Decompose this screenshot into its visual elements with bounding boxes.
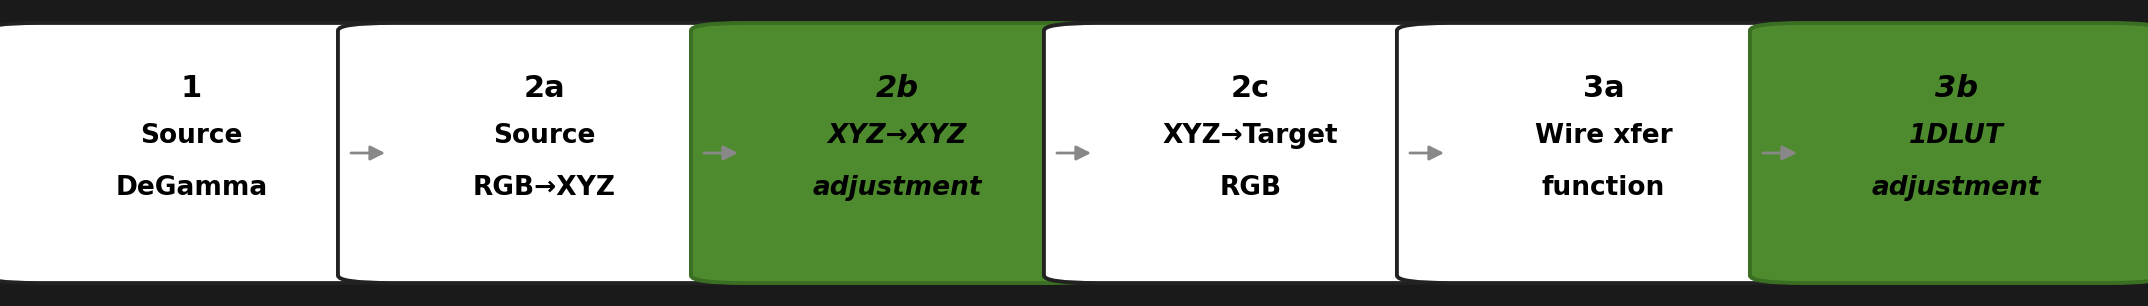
Text: 1: 1 [180, 74, 202, 103]
Text: 3a: 3a [1583, 74, 1624, 103]
FancyBboxPatch shape [337, 23, 752, 283]
Text: 2a: 2a [524, 74, 565, 103]
Text: 2b: 2b [876, 74, 919, 103]
Text: 3b: 3b [1935, 74, 1978, 103]
Text: XYZ→Target: XYZ→Target [1162, 123, 1338, 149]
FancyBboxPatch shape [0, 23, 397, 283]
Text: DeGamma: DeGamma [116, 175, 268, 201]
Text: Wire xfer: Wire xfer [1534, 123, 1673, 149]
Text: adjustment: adjustment [1871, 175, 2041, 201]
Text: 2c: 2c [1231, 74, 1269, 103]
FancyBboxPatch shape [692, 23, 1104, 283]
Text: Source: Source [140, 123, 243, 149]
FancyBboxPatch shape [1396, 23, 1811, 283]
Text: Source: Source [494, 123, 595, 149]
Text: adjustment: adjustment [812, 175, 982, 201]
Text: XYZ→XYZ: XYZ→XYZ [827, 123, 967, 149]
Text: RGB→XYZ: RGB→XYZ [473, 175, 616, 201]
Text: function: function [1542, 175, 1665, 201]
FancyBboxPatch shape [1044, 23, 1456, 283]
Text: 1DLUT: 1DLUT [1910, 123, 2004, 149]
FancyBboxPatch shape [1751, 23, 2148, 283]
Text: RGB: RGB [1220, 175, 1282, 201]
